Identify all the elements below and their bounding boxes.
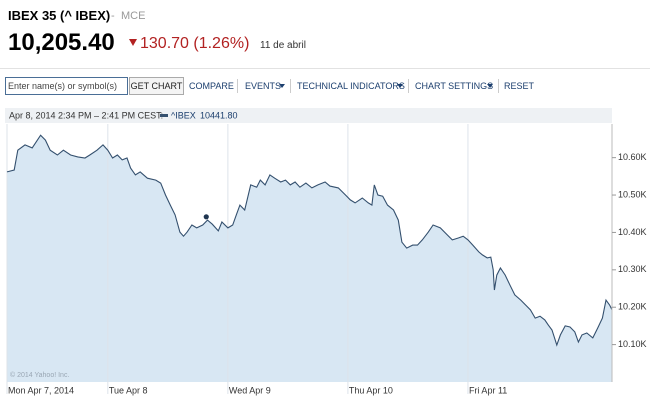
y-tick-label: 10.50K bbox=[618, 189, 647, 199]
events[interactable]: EVENTS bbox=[245, 81, 282, 91]
info-bar bbox=[5, 108, 612, 123]
x-tick-label: Thu Apr 10 bbox=[349, 385, 393, 395]
hover-point bbox=[203, 214, 209, 220]
compare[interactable]: COMPARE bbox=[189, 81, 234, 91]
dropdown-arrow bbox=[279, 84, 285, 88]
x-tick-label: Mon Apr 7, 2014 bbox=[8, 385, 74, 395]
title: IBEX 35 (^ IBEX) bbox=[8, 8, 111, 23]
technical-indicators[interactable]: TECHNICAL INDICATORS bbox=[297, 81, 405, 91]
chart: Apr 8, 2014 2:34 PM – 2:41 PM CEST: 10.1… bbox=[5, 108, 647, 395]
separator-bar bbox=[498, 79, 499, 93]
separator-bar bbox=[237, 79, 238, 93]
dropdown-arrow bbox=[397, 84, 403, 88]
exchange: MCE bbox=[121, 10, 146, 22]
x-tick-label: Wed Apr 9 bbox=[229, 385, 271, 395]
separator: - bbox=[111, 10, 115, 22]
hover-info: Apr 8, 2014 2:34 PM – 2:41 PM CEST: bbox=[9, 110, 163, 120]
y-tick-label: 10.20K bbox=[618, 302, 647, 312]
date: 11 de abril bbox=[260, 40, 306, 51]
divider bbox=[0, 68, 650, 69]
price: 10,205.40 bbox=[8, 29, 115, 56]
x-tick-label: Tue Apr 8 bbox=[109, 385, 148, 395]
legend-swatch bbox=[160, 114, 168, 117]
dropdown-arrow bbox=[487, 84, 493, 88]
y-tick-label: 10.30K bbox=[618, 264, 647, 274]
symbol-input[interactable]: Enter name(s) or symbol(s) bbox=[5, 77, 128, 95]
legend-value: 10441.80 bbox=[200, 110, 238, 120]
watermark: © 2014 Yahoo! Inc. bbox=[10, 371, 69, 379]
change: 130.70 (1.26%) bbox=[140, 35, 250, 52]
separator-bar bbox=[408, 79, 409, 93]
price-line bbox=[6, 134, 613, 347]
y-tick-label: 10.60K bbox=[618, 152, 647, 162]
x-tick-label: Fri Apr 11 bbox=[469, 385, 507, 395]
chart-settings[interactable]: CHART SETTINGS bbox=[415, 81, 494, 91]
get-chart-button[interactable]: GET CHART bbox=[129, 77, 184, 95]
area-fill bbox=[7, 135, 612, 382]
down-arrow bbox=[129, 39, 137, 46]
legend-name: ^IBEX bbox=[171, 110, 196, 120]
reset[interactable]: RESET bbox=[504, 81, 535, 91]
y-tick-label: 10.40K bbox=[618, 227, 647, 237]
separator-bar bbox=[290, 79, 291, 93]
y-tick-label: 10.10K bbox=[618, 339, 647, 349]
